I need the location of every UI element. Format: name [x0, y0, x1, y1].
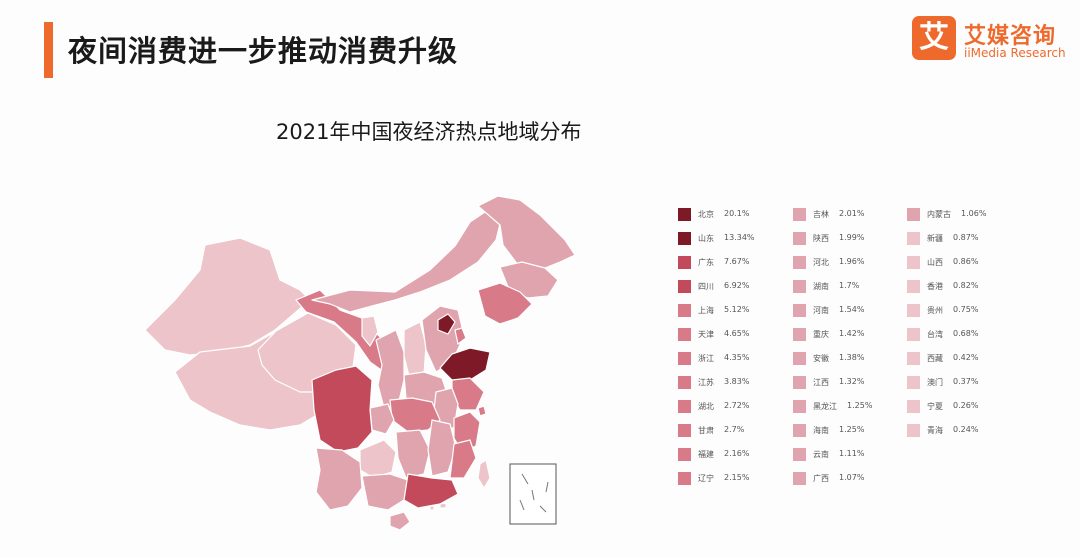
map-region-31 — [429, 505, 435, 511]
map-region-29 — [477, 459, 491, 489]
map-region-28 — [359, 439, 397, 479]
map-region-10 — [449, 439, 477, 479]
map-region-2 — [403, 473, 459, 509]
map-region-11 — [477, 282, 533, 325]
chart-title: 2021年中国夜经济热点地域分布 — [276, 120, 582, 144]
south-china-sea-inset — [509, 463, 557, 525]
map-region-24 — [311, 209, 503, 313]
map-region-4 — [477, 405, 487, 417]
inset-islands — [519, 473, 549, 513]
map-region-3 — [311, 365, 373, 453]
logo-english-name: iiMedia Research — [964, 46, 1066, 60]
map-region-5 — [454, 327, 467, 345]
map-region-22 — [315, 447, 363, 511]
map-region-20 — [477, 195, 576, 271]
title-accent-bar — [44, 22, 53, 78]
map-region-27 — [439, 502, 447, 509]
map-region-32 — [361, 315, 379, 347]
map-region-0 — [437, 313, 456, 335]
brand-logo: 艾 艾媒咨询 iiMedia Research — [912, 16, 1066, 64]
logo-name: 艾媒咨询 — [964, 24, 1057, 49]
page-title: 夜间消费进一步推动消费升级 — [68, 34, 459, 68]
map-region-19 — [427, 419, 457, 477]
map-region-26 — [403, 321, 427, 381]
map-region-21 — [389, 511, 411, 531]
logo-mark-icon: 艾 — [912, 16, 956, 60]
map-region-15 — [395, 429, 431, 479]
map-region-23 — [361, 473, 409, 511]
